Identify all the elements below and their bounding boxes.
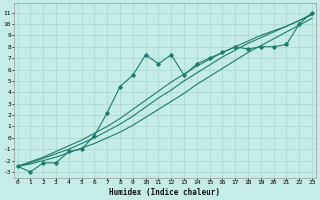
X-axis label: Humidex (Indice chaleur): Humidex (Indice chaleur) <box>109 188 220 197</box>
